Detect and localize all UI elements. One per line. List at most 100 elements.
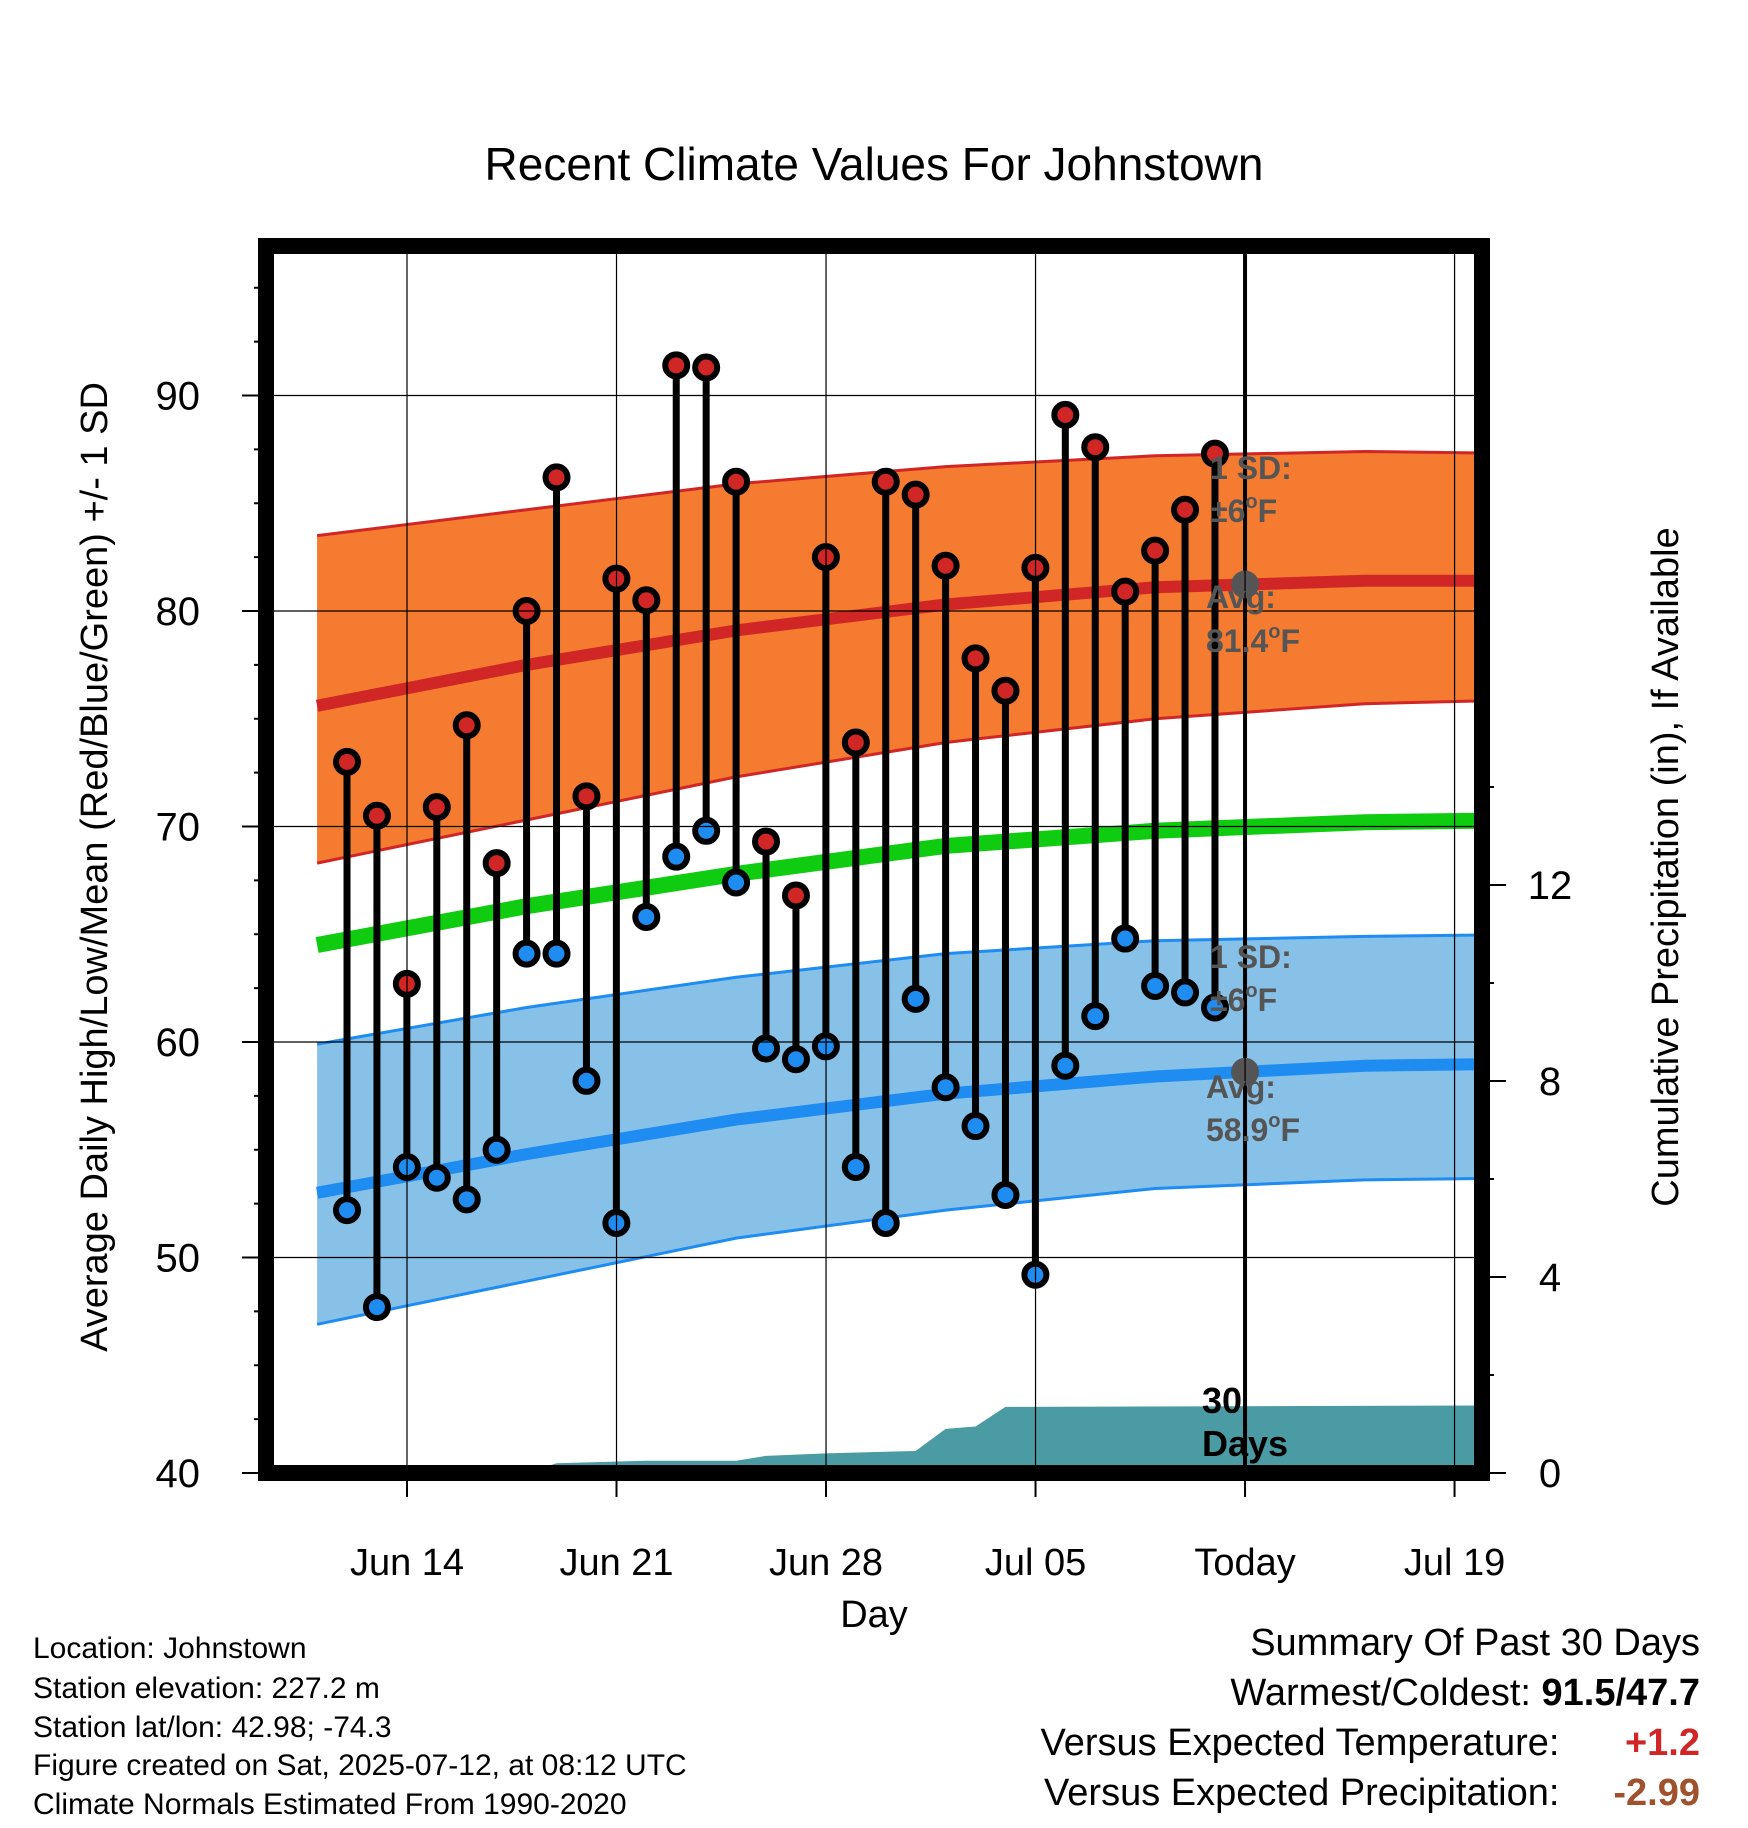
normal-low-lower-edge xyxy=(316,1177,1482,1326)
location-text: Location: Johnstown xyxy=(33,1632,307,1665)
temp-value: +1.2 xyxy=(1624,1722,1700,1764)
high-point xyxy=(901,480,930,509)
high-point xyxy=(752,827,781,856)
high-sd-label-value: ±6 xyxy=(1210,493,1245,529)
low-avg-label-line2: 58.9oF xyxy=(1206,1110,1300,1148)
high-point xyxy=(991,676,1020,705)
low-sd-label-line2: ±6oF xyxy=(1210,980,1277,1018)
warm-cold-label: Warmest/Coldest: xyxy=(1230,1672,1531,1714)
low-point xyxy=(662,842,691,871)
high-point xyxy=(931,551,960,580)
low-point xyxy=(722,868,751,897)
normal-high-upper-edge xyxy=(316,449,1482,538)
low-point xyxy=(452,1185,481,1214)
x-tick-label: Jul 19 xyxy=(1404,1542,1505,1584)
high-point xyxy=(542,463,571,492)
precip-label-line2: Days xyxy=(1202,1423,1288,1464)
high-sd-label-degree: o xyxy=(1245,491,1257,513)
high-avg-label-line1: Avg: xyxy=(1206,579,1276,615)
low-avg-label-degree: o xyxy=(1268,1110,1280,1132)
low-point xyxy=(1081,1002,1110,1031)
latlon-text: Station lat/lon: 42.98; -74.3 xyxy=(33,1711,392,1744)
low-avg-label-unit: F xyxy=(1281,1112,1301,1148)
low-sd-label-line1: 1 SD: xyxy=(1210,939,1292,975)
low-point xyxy=(512,939,541,968)
low-point xyxy=(1200,993,1229,1022)
high-point xyxy=(781,881,810,910)
precip-label-line1: 30 xyxy=(1202,1380,1242,1421)
normal-mean-line xyxy=(315,812,1482,953)
high-point xyxy=(1141,536,1170,565)
high-avg-label-line2: 81.4oF xyxy=(1206,621,1300,659)
x-tick-label: Jun 28 xyxy=(769,1542,883,1584)
y-tick-label: 60 xyxy=(156,1021,201,1065)
low-point xyxy=(931,1073,960,1102)
high-sd-label-line2: ±6oF xyxy=(1210,491,1277,529)
low-point xyxy=(991,1181,1020,1210)
low-point xyxy=(482,1135,511,1164)
low-point xyxy=(422,1163,451,1192)
x-axis-label: Day xyxy=(840,1594,908,1636)
high-point xyxy=(871,467,900,496)
low-point xyxy=(871,1209,900,1238)
high-point xyxy=(362,801,391,830)
low-avg-label-line1: Avg: xyxy=(1206,1069,1276,1105)
y2-tick-label: 0 xyxy=(1539,1452,1561,1496)
high-point xyxy=(1171,495,1200,524)
high-avg-label-unit: F xyxy=(1281,623,1301,659)
normals-text: Climate Normals Estimated From 1990-2020 xyxy=(33,1788,627,1821)
high-point xyxy=(841,728,870,757)
x-tick-label: Jun 21 xyxy=(559,1542,673,1584)
low-point xyxy=(901,984,930,1013)
y-tick-label: 50 xyxy=(156,1237,201,1281)
high-point xyxy=(333,747,361,776)
low-sd-label-value: ±6 xyxy=(1210,982,1245,1018)
high-point xyxy=(961,644,990,673)
low-avg-label-value: 58.9 xyxy=(1206,1112,1268,1148)
low-point xyxy=(333,1196,361,1225)
high-point xyxy=(1051,400,1080,429)
high-point xyxy=(422,793,451,822)
low-point xyxy=(692,816,721,845)
normal-high-band xyxy=(317,451,1482,864)
low-point xyxy=(1051,1051,1080,1080)
low-point xyxy=(961,1112,990,1141)
high-point xyxy=(572,782,601,811)
high-point xyxy=(692,353,721,382)
precip-label: Versus Expected Precipitation: xyxy=(1044,1772,1560,1814)
chart-title: Recent Climate Values For Johnstown xyxy=(485,138,1264,190)
high-sd-label-line1: 1 SD: xyxy=(1210,450,1292,486)
low-point xyxy=(781,1045,810,1074)
high-avg-label-degree: o xyxy=(1268,621,1280,643)
y-tick-label: 90 xyxy=(156,375,201,419)
y2-tick-label: 12 xyxy=(1528,864,1573,908)
normal-low-band xyxy=(317,934,1482,1325)
x-tick-label: Jun 14 xyxy=(350,1542,464,1584)
y2-tick-label: 8 xyxy=(1539,1060,1561,1104)
temp-label: Versus Expected Temperature: xyxy=(1040,1722,1560,1764)
precip-value: -2.99 xyxy=(1613,1772,1700,1814)
low-point xyxy=(632,903,661,932)
low-point xyxy=(1171,978,1200,1007)
high-point xyxy=(722,467,751,496)
high-point xyxy=(1111,577,1140,606)
high-sd-label-unit: F xyxy=(1258,493,1278,529)
low-point xyxy=(1111,924,1140,953)
high-point xyxy=(452,711,481,740)
low-point xyxy=(572,1066,601,1095)
low-sd-label-unit: F xyxy=(1258,982,1278,1018)
low-point xyxy=(1141,971,1170,1000)
y2-tick-label: 4 xyxy=(1539,1256,1561,1300)
y2-axis-label: Cumulative Precipitation (in), If Availa… xyxy=(1645,527,1687,1206)
summary-heading: Summary Of Past 30 Days xyxy=(1250,1622,1700,1664)
x-tick-label: Today xyxy=(1194,1542,1295,1584)
low-point xyxy=(362,1293,391,1322)
high-avg-label-value: 81.4 xyxy=(1206,623,1268,659)
high-point xyxy=(482,849,511,878)
warm-cold-value: 91.5/47.7 xyxy=(1541,1672,1700,1714)
high-point xyxy=(1081,433,1110,462)
x-tick-label: Jul 05 xyxy=(985,1542,1086,1584)
low-point xyxy=(542,939,571,968)
